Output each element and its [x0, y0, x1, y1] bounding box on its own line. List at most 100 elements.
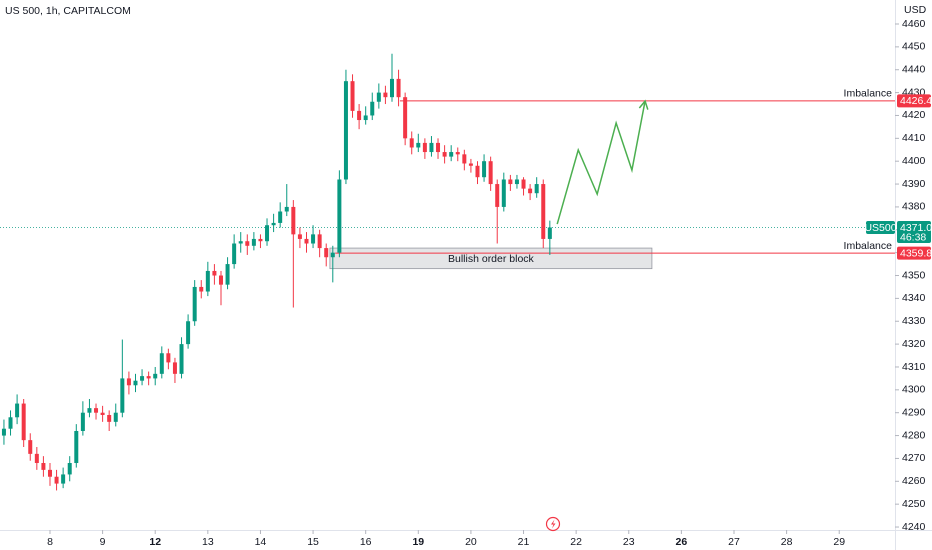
candle-body — [21, 403, 26, 441]
candle-body — [488, 161, 493, 185]
candle-body — [61, 474, 66, 484]
candle-body — [15, 403, 20, 418]
candle-body — [363, 115, 368, 121]
candle-body — [166, 353, 171, 363]
candle-body — [199, 286, 204, 292]
candle-body — [409, 138, 414, 148]
candle-body — [324, 248, 329, 258]
y-tick-label: 4280 — [902, 429, 926, 441]
candle-body — [1, 428, 6, 436]
candle-body — [258, 238, 263, 242]
candle-body — [514, 179, 519, 185]
candle-body — [34, 453, 39, 464]
projection-arrowhead — [638, 99, 649, 110]
candle-body — [278, 211, 283, 223]
currency-label: USD — [904, 4, 927, 16]
x-tick-label: 23 — [623, 536, 635, 548]
candle-body — [153, 373, 158, 379]
candle-body — [212, 270, 217, 276]
candle-body — [462, 154, 467, 164]
candle-body — [126, 378, 131, 386]
candle-body — [74, 430, 79, 464]
candle-body — [186, 321, 191, 345]
candle-body — [475, 165, 480, 178]
y-tick-label: 4270 — [902, 452, 926, 464]
x-tick-label: 27 — [728, 536, 740, 548]
candle-body — [205, 270, 210, 292]
y-tick-label: 4330 — [902, 315, 926, 327]
x-tick-label: 8 — [47, 536, 53, 548]
candle-body — [330, 252, 335, 258]
candle-body — [508, 179, 513, 185]
y-tick-label: 4460 — [902, 18, 926, 30]
y-tick-label: 4250 — [902, 498, 926, 510]
y-tick-label: 4350 — [902, 269, 926, 281]
candle-body — [541, 184, 546, 239]
x-tick-label: 28 — [781, 536, 793, 548]
candle-body — [501, 179, 506, 207]
y-tick-label: 4240 — [902, 521, 926, 533]
candle-body — [389, 78, 394, 98]
candle-body — [436, 142, 441, 153]
candle-body — [370, 101, 375, 116]
y-tick-label: 4300 — [902, 384, 926, 396]
candle-body — [232, 243, 237, 265]
countdown-label: 46:38 — [900, 231, 926, 243]
y-tick-label: 4320 — [902, 338, 926, 350]
x-tick-label: 20 — [465, 536, 477, 548]
last-price-label: 4371.0 — [900, 222, 932, 234]
level-tag — [897, 246, 931, 260]
y-tick-label: 4260 — [902, 475, 926, 487]
candle-body — [94, 408, 99, 413]
level-tag-label: 4426.4 — [900, 95, 932, 107]
candle-body — [357, 110, 362, 121]
symbol-tag — [866, 221, 895, 235]
candle-body — [100, 412, 105, 415]
candle-body — [383, 92, 388, 98]
projection-path — [556, 100, 646, 225]
y-tick-label: 4440 — [902, 64, 926, 76]
candle-body — [468, 163, 473, 166]
candle-body — [396, 78, 401, 98]
candle-body — [297, 234, 302, 239]
y-tick-label: 4340 — [902, 292, 926, 304]
candle-body — [120, 378, 125, 413]
chart-title: US 500, 1h, CAPITALCOM — [5, 5, 131, 17]
y-tick-label: 4410 — [902, 132, 926, 144]
candle-body — [245, 241, 250, 246]
candle-body — [547, 227, 552, 239]
x-tick-label: 9 — [100, 536, 106, 548]
x-tick-label: 26 — [676, 536, 688, 548]
level-tag — [897, 94, 931, 108]
candle-body — [67, 463, 72, 475]
candle-body — [403, 97, 408, 139]
y-tick-label: 4290 — [902, 406, 926, 418]
y-tick-label: 4390 — [902, 178, 926, 190]
candle-body — [284, 206, 289, 212]
x-tick-label: 15 — [307, 536, 319, 548]
x-tick-label: 12 — [149, 536, 161, 548]
candle-body — [304, 238, 309, 244]
x-tick-label: 19 — [412, 536, 424, 548]
candle-body — [528, 188, 533, 194]
candle-body — [449, 152, 454, 157]
candle-body — [41, 463, 46, 470]
x-tick-label: 21 — [518, 536, 530, 548]
candle-body — [455, 152, 460, 155]
x-tick-label: 14 — [255, 536, 267, 548]
y-tick-label: 4310 — [902, 361, 926, 373]
candle-body — [192, 286, 197, 322]
candle-body — [495, 184, 500, 207]
candle-body — [113, 412, 118, 422]
candle-body — [225, 264, 230, 285]
last-price-tag — [897, 221, 931, 244]
candle-body — [422, 142, 427, 153]
candle-body — [54, 476, 59, 484]
lightning-icon — [545, 516, 561, 532]
candle-body — [291, 206, 296, 235]
candle-body — [107, 414, 112, 422]
x-tick-label: 22 — [570, 536, 582, 548]
candle-body — [238, 241, 243, 244]
candle-body — [429, 142, 434, 153]
